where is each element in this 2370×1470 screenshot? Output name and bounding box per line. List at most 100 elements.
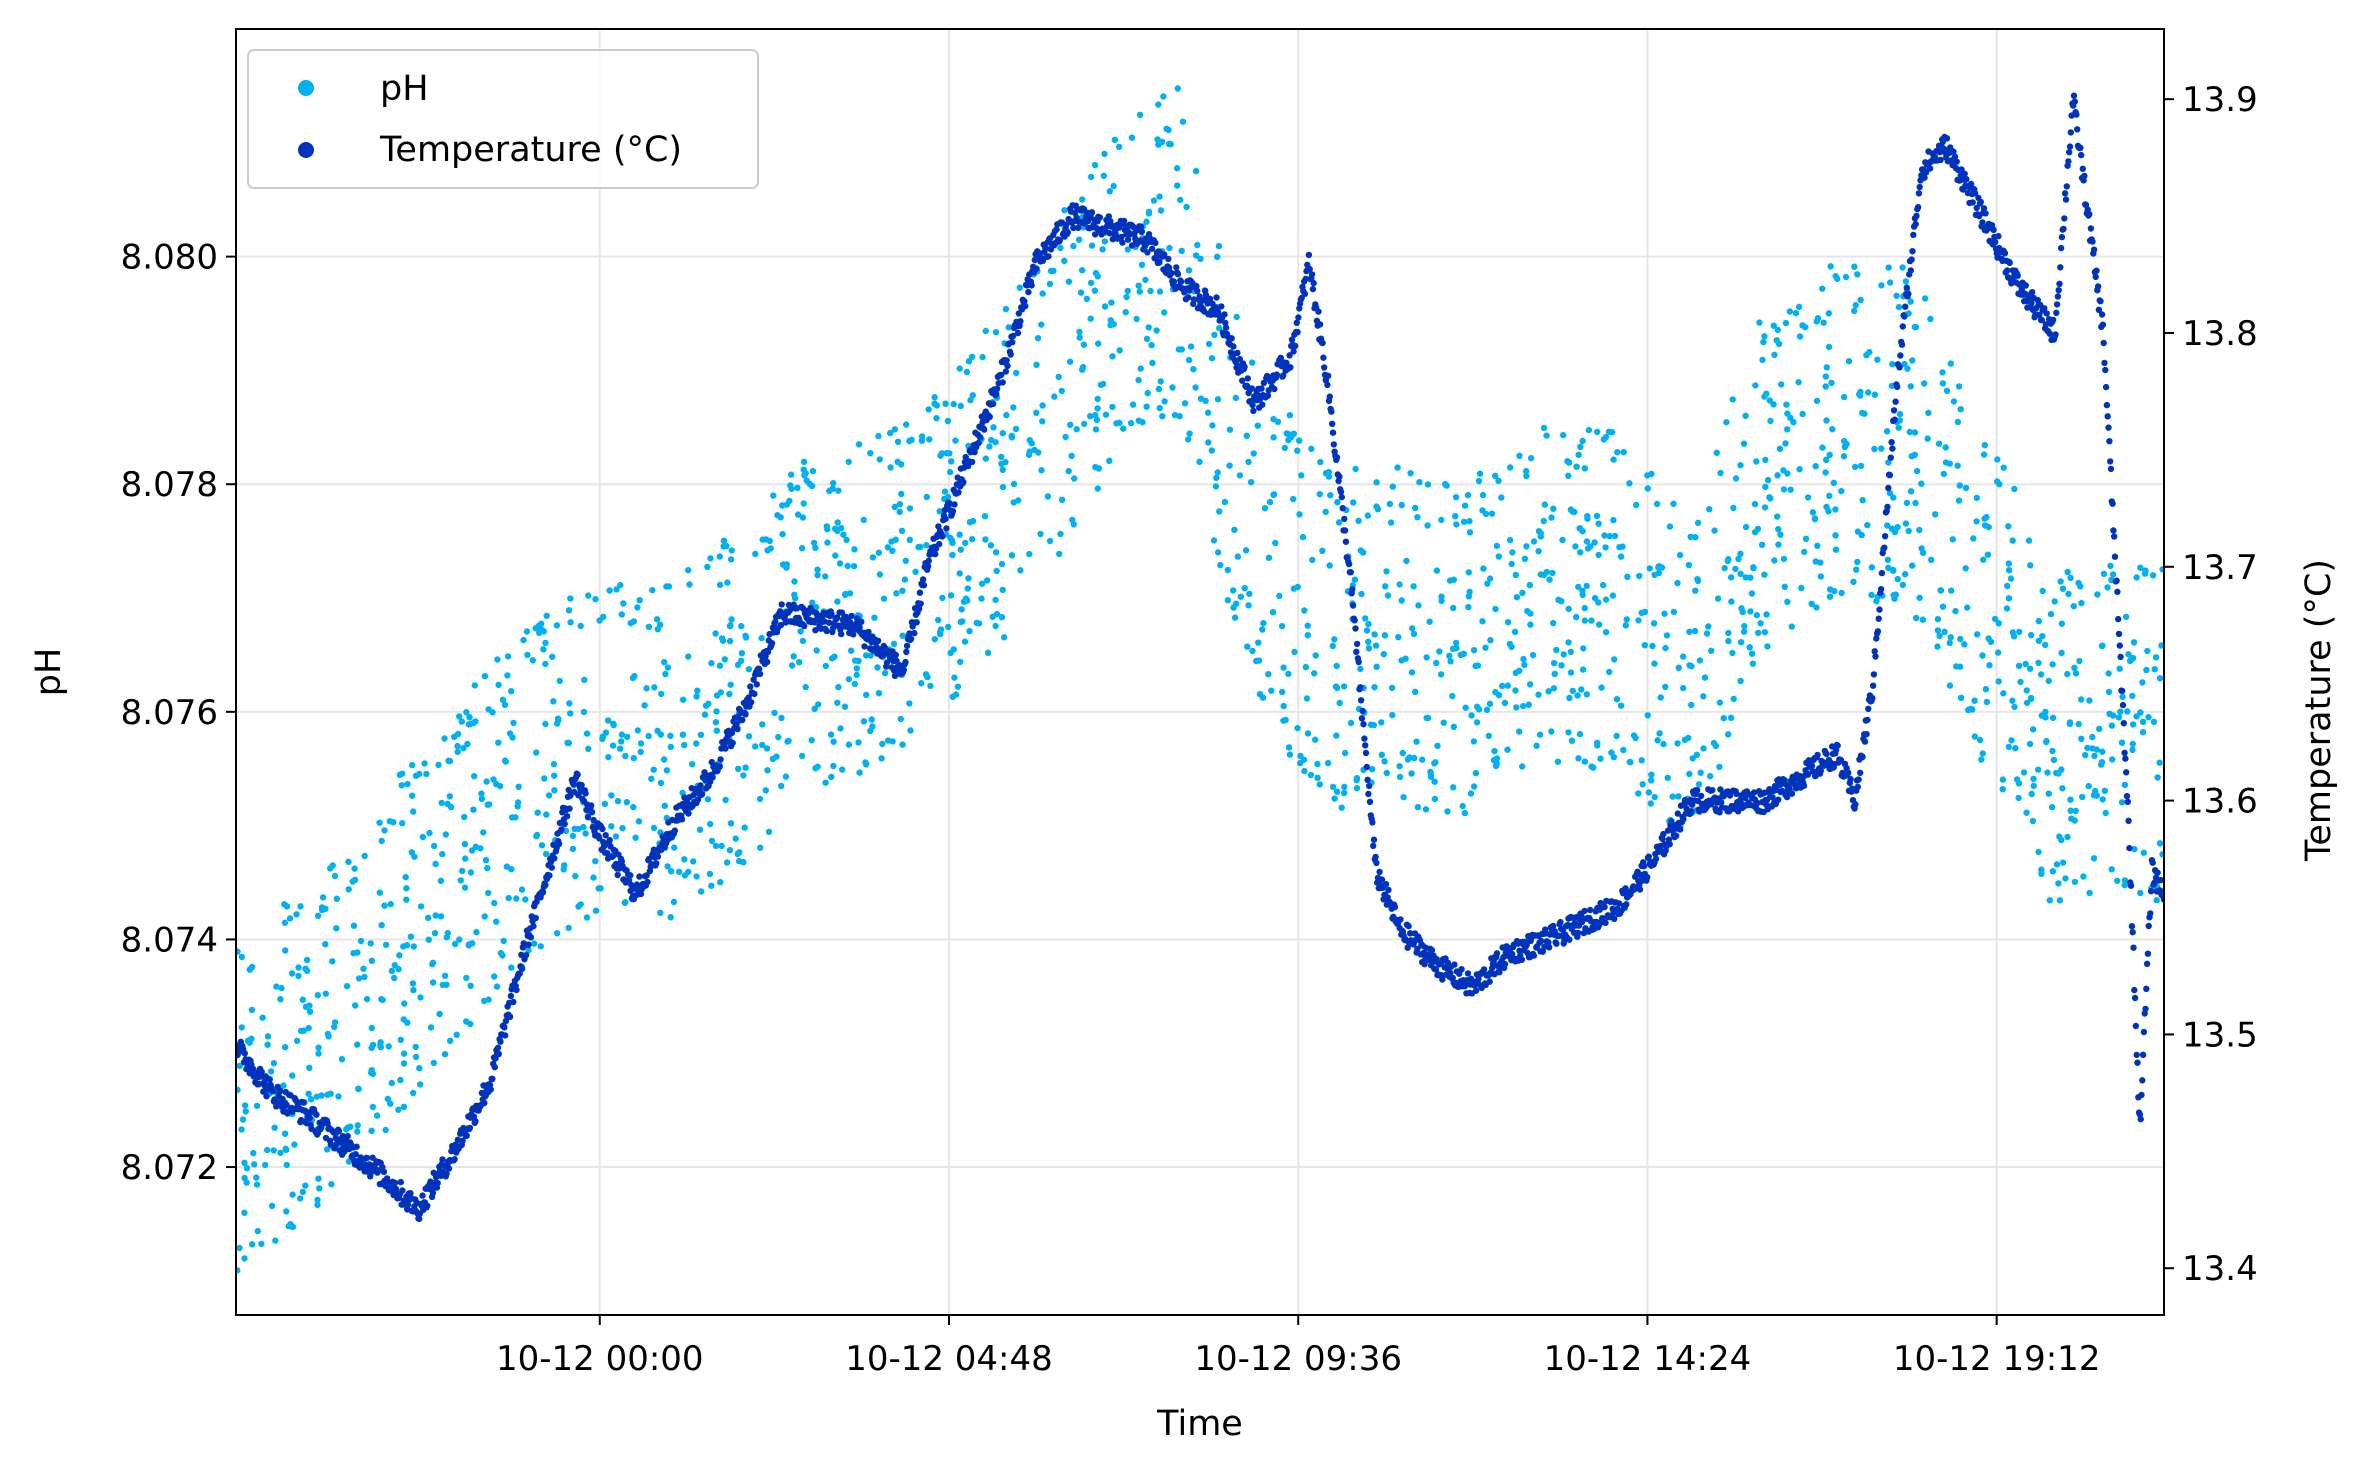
temperature-point	[1509, 950, 1516, 958]
ph-point	[787, 482, 794, 489]
temperature-point	[1666, 841, 1673, 848]
ph-point	[2078, 599, 2085, 607]
ph-point	[1479, 507, 1486, 514]
temperature-point	[1718, 799, 1725, 806]
ph-point	[1633, 501, 1640, 509]
ph-point	[1340, 683, 1348, 690]
ph-point	[2062, 875, 2069, 882]
ph-point	[935, 616, 942, 624]
ph-point	[891, 503, 898, 511]
ph-point	[1697, 769, 1704, 776]
temperature-point	[1053, 226, 1060, 233]
ph-point	[1530, 538, 1538, 545]
ph-point	[470, 806, 477, 813]
temperature-point	[924, 563, 932, 570]
ph-point	[502, 758, 509, 765]
temperature-point	[1888, 439, 1895, 446]
y-right-tick-label: 13.9	[2182, 80, 2258, 120]
temperature-point	[697, 782, 704, 789]
ph-point	[764, 767, 771, 774]
ph-point	[1982, 686, 1990, 693]
ph-point	[273, 983, 280, 990]
temperature-point	[1260, 379, 1268, 386]
ph-point	[1986, 662, 1993, 669]
ph-point	[792, 594, 799, 602]
ph-point	[1159, 413, 1166, 420]
ph-point	[2000, 464, 2007, 471]
ph-point	[1651, 793, 1658, 801]
ph-point	[295, 964, 302, 971]
ph-point	[1150, 197, 1158, 204]
ph-point	[1135, 376, 1142, 384]
ph-point	[931, 400, 938, 407]
ph-point	[951, 674, 958, 681]
temperature-point	[574, 771, 581, 778]
ph-point	[947, 592, 955, 599]
y-axis-right: 13.413.513.613.713.813.9	[2164, 80, 2258, 1289]
ph-point	[283, 1161, 290, 1169]
temperature-point	[2143, 985, 2150, 992]
ph-point	[908, 436, 915, 443]
ph-point	[2045, 790, 2052, 797]
ph-point	[1424, 522, 1431, 529]
temperature-point	[1185, 294, 1192, 301]
temperature-point	[1523, 941, 1530, 948]
ph-point	[1493, 542, 1501, 550]
ph-point	[1341, 783, 1348, 791]
ph-point	[2015, 794, 2022, 802]
ph-point	[1278, 622, 1286, 630]
ph-point	[962, 539, 969, 547]
ph-point	[416, 1065, 423, 1072]
temperature-point	[1622, 885, 1629, 892]
ph-point	[602, 729, 610, 736]
ph-point	[1962, 484, 1970, 492]
ph-point	[580, 823, 587, 831]
ph-point	[258, 1240, 265, 1248]
ph-point	[1270, 434, 1277, 441]
temperature-point	[2128, 923, 2136, 930]
ph-point	[1575, 755, 1582, 762]
ph-point	[531, 940, 538, 947]
ph-point	[1868, 591, 1875, 599]
temperature-point	[748, 699, 755, 706]
temperature-point	[1321, 364, 1328, 371]
ph-point	[1994, 456, 2001, 463]
ph-point	[966, 627, 973, 635]
ph-point	[950, 400, 957, 408]
ph-point	[1823, 503, 1830, 511]
ph-point	[1087, 413, 1094, 420]
ph-point	[1501, 699, 1509, 707]
ph-point	[1939, 369, 1946, 376]
temperature-point	[745, 694, 752, 701]
ph-point	[950, 646, 957, 653]
ph-point	[464, 740, 471, 748]
ph-point	[1853, 566, 1860, 573]
ph-point	[360, 965, 367, 972]
ph-point	[637, 740, 645, 747]
ph-point	[481, 673, 489, 680]
ph-point	[239, 1116, 247, 1123]
ph-point	[890, 640, 898, 648]
ph-point	[1545, 688, 1552, 695]
ph-point	[918, 437, 926, 444]
temperature-point	[1854, 783, 1862, 791]
temperature-point	[1602, 919, 1609, 927]
temperature-point	[1804, 771, 1812, 778]
ph-point	[471, 682, 479, 689]
temperature-point	[2046, 330, 2054, 337]
ph-point	[238, 953, 246, 961]
ph-point	[1156, 404, 1163, 412]
ph-point	[1613, 732, 1620, 740]
temperature-point	[1310, 279, 1317, 287]
ph-point	[1066, 358, 1074, 365]
temperature-point	[1800, 782, 1808, 790]
ph-point	[1319, 547, 1326, 554]
temperature-point	[1697, 792, 1705, 800]
temperature-point	[1861, 738, 1869, 745]
ph-point	[1038, 467, 1045, 474]
temperature-point	[805, 610, 812, 617]
ph-point	[1192, 252, 1200, 259]
temperature-point	[1128, 242, 1136, 249]
ph-point	[1657, 694, 1664, 701]
ph-point	[1610, 754, 1618, 761]
